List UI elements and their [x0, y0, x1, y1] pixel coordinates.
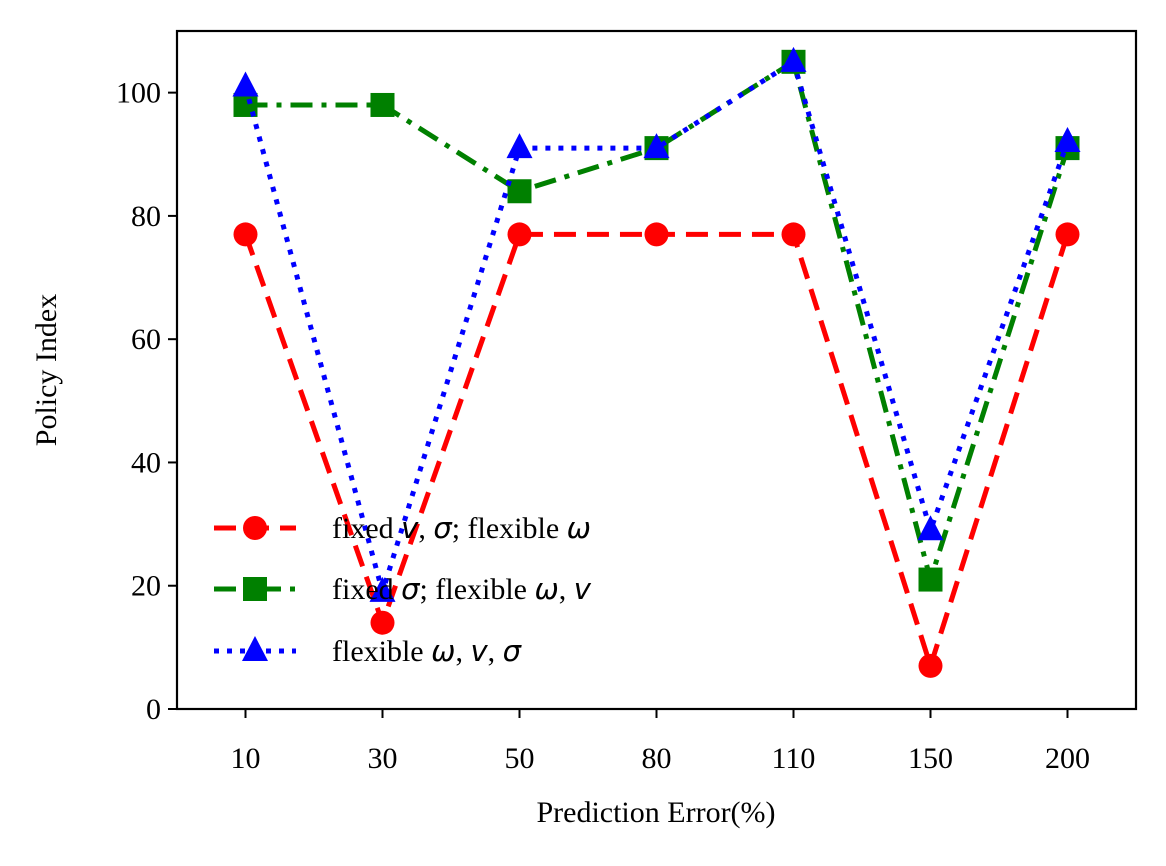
series-3-point: [506, 133, 533, 159]
legend-item-2: fixed σ; flexible ω, v: [214, 572, 592, 606]
x-axis-label: Prediction Error(%): [536, 796, 775, 829]
legend-marker: [243, 516, 267, 540]
legend-marker: [242, 636, 268, 661]
y-tick-label: 40: [131, 446, 161, 479]
series-3-point: [369, 576, 396, 602]
series-3-point: [780, 46, 807, 72]
x-tick-label: 30: [368, 742, 398, 775]
legend-label: fixed σ; flexible ω, v: [332, 572, 592, 606]
series-2-point: [918, 567, 943, 592]
legend-marker: [243, 577, 267, 601]
series-3-point: [1054, 126, 1081, 152]
y-axis-label: Policy Index: [30, 294, 63, 446]
series-3-point: [917, 515, 944, 541]
x-tick-label: 50: [505, 742, 535, 775]
series-3: [232, 46, 1081, 602]
x-axis: 10 30 50 80 110 150 200: [231, 709, 1090, 775]
y-tick-label: 80: [131, 200, 161, 233]
plot-frame: [175, 29, 1138, 711]
y-axis: 0 20 40 60 80 100: [116, 77, 177, 726]
series-2: [233, 49, 1080, 592]
series-2-point: [370, 92, 395, 117]
legend-label: fixed v, σ; flexible ω: [332, 511, 591, 545]
legend-item-1: fixed v, σ; flexible ω: [214, 511, 591, 545]
series-3-point: [643, 133, 670, 159]
series-1-point: [370, 610, 395, 635]
y-tick-label: 60: [131, 323, 161, 356]
series-1-point: [644, 222, 669, 247]
series-layer: [232, 46, 1081, 678]
series-1-point: [507, 222, 532, 247]
series-1-point: [781, 222, 806, 247]
x-tick-label: 110: [772, 742, 816, 775]
series-1: [233, 222, 1080, 678]
y-tick-label: 100: [116, 77, 161, 110]
y-tick-label: 20: [131, 570, 161, 603]
series-1-point: [918, 653, 943, 678]
series-3-point: [232, 71, 259, 97]
series-2-point: [507, 179, 532, 204]
x-tick-label: 150: [908, 742, 953, 775]
legend-item-3: flexible ω, v, σ: [214, 634, 523, 668]
x-tick-label: 200: [1045, 742, 1090, 775]
series-1-point: [233, 222, 258, 247]
legend: fixed v, σ; flexible ω fixed σ; flexible …: [214, 511, 592, 668]
x-tick-label: 10: [231, 742, 261, 775]
y-tick-label: 0: [146, 693, 161, 726]
legend-label: flexible ω, v, σ: [332, 634, 523, 668]
x-tick-label: 80: [642, 742, 672, 775]
series-1-point: [1055, 222, 1080, 247]
